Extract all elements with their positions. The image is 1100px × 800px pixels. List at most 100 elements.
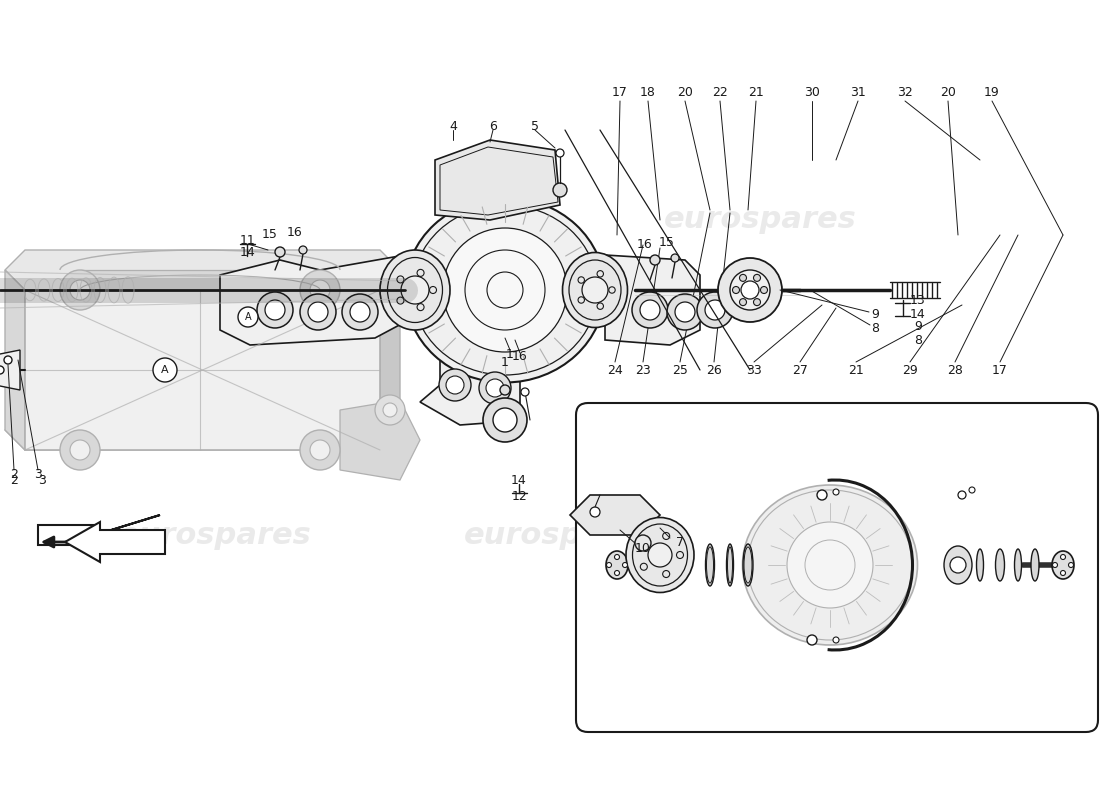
Circle shape	[238, 307, 258, 327]
Text: 14: 14	[512, 474, 527, 486]
Circle shape	[833, 489, 839, 495]
Circle shape	[635, 535, 651, 551]
Text: 1: 1	[506, 349, 514, 362]
Polygon shape	[605, 255, 700, 345]
Ellipse shape	[1014, 549, 1022, 581]
Circle shape	[615, 554, 619, 559]
Text: 8: 8	[914, 334, 922, 346]
Circle shape	[730, 270, 770, 310]
Text: eurospares: eurospares	[463, 521, 657, 550]
Circle shape	[671, 254, 679, 262]
Circle shape	[310, 280, 330, 300]
Text: 11: 11	[240, 234, 256, 246]
Text: eurospares: eurospares	[663, 206, 857, 234]
Circle shape	[439, 369, 471, 401]
Circle shape	[521, 388, 529, 396]
Polygon shape	[570, 495, 660, 535]
Circle shape	[350, 302, 370, 322]
Ellipse shape	[562, 253, 627, 327]
Circle shape	[402, 276, 429, 304]
Polygon shape	[379, 270, 400, 450]
Text: 20: 20	[940, 86, 956, 99]
Text: 4: 4	[449, 121, 456, 134]
Ellipse shape	[606, 551, 628, 579]
Polygon shape	[0, 350, 20, 390]
Text: 14: 14	[240, 246, 256, 259]
Circle shape	[70, 440, 90, 460]
Ellipse shape	[1052, 551, 1074, 579]
Polygon shape	[434, 140, 560, 220]
Ellipse shape	[705, 544, 715, 586]
Text: 5: 5	[531, 121, 539, 134]
Text: 9: 9	[871, 309, 879, 322]
Circle shape	[705, 300, 725, 320]
Circle shape	[300, 294, 336, 330]
Circle shape	[697, 292, 733, 328]
Text: 33: 33	[746, 363, 762, 377]
Text: 16: 16	[637, 238, 653, 251]
Circle shape	[615, 570, 619, 575]
Text: 15: 15	[659, 237, 675, 250]
Circle shape	[582, 277, 608, 303]
Ellipse shape	[977, 549, 983, 581]
Ellipse shape	[405, 198, 605, 382]
Circle shape	[556, 149, 564, 157]
Circle shape	[300, 270, 340, 310]
Polygon shape	[220, 255, 405, 345]
Text: 21: 21	[848, 363, 864, 377]
Text: 25: 25	[672, 363, 688, 377]
Text: A: A	[162, 365, 168, 375]
Circle shape	[0, 366, 4, 374]
Text: 9: 9	[914, 321, 922, 334]
Polygon shape	[6, 250, 400, 290]
Circle shape	[741, 281, 759, 299]
Circle shape	[1068, 562, 1074, 567]
Circle shape	[817, 490, 827, 500]
Circle shape	[648, 543, 672, 567]
Ellipse shape	[944, 546, 972, 584]
FancyBboxPatch shape	[576, 403, 1098, 732]
Circle shape	[60, 270, 100, 310]
Circle shape	[299, 246, 307, 254]
Circle shape	[950, 557, 966, 573]
Circle shape	[493, 408, 517, 432]
Ellipse shape	[726, 544, 734, 586]
Circle shape	[667, 294, 703, 330]
Circle shape	[443, 228, 566, 352]
Circle shape	[833, 637, 839, 643]
Ellipse shape	[996, 549, 1004, 581]
Polygon shape	[25, 290, 379, 450]
Circle shape	[760, 286, 768, 294]
Text: 22: 22	[712, 86, 728, 99]
Circle shape	[1060, 570, 1066, 575]
Circle shape	[623, 562, 627, 567]
Circle shape	[446, 376, 464, 394]
Text: 28: 28	[947, 363, 962, 377]
Circle shape	[486, 379, 504, 397]
Ellipse shape	[379, 250, 450, 330]
Circle shape	[640, 300, 660, 320]
Text: 23: 23	[635, 363, 651, 377]
Text: 16: 16	[513, 350, 528, 363]
Text: 3: 3	[39, 474, 46, 486]
Polygon shape	[6, 270, 25, 450]
Ellipse shape	[626, 518, 694, 593]
Ellipse shape	[742, 485, 917, 645]
Text: 1: 1	[502, 355, 509, 369]
Text: 12: 12	[513, 490, 528, 503]
Text: 15: 15	[262, 229, 278, 242]
Circle shape	[807, 635, 817, 645]
Text: 2: 2	[10, 469, 18, 482]
Text: 31: 31	[850, 86, 866, 99]
Circle shape	[786, 522, 873, 608]
Text: A: A	[244, 312, 251, 322]
Circle shape	[650, 255, 660, 265]
Text: 19: 19	[984, 86, 1000, 99]
Circle shape	[739, 274, 747, 282]
Circle shape	[375, 395, 405, 425]
Text: 20: 20	[678, 86, 693, 99]
Circle shape	[275, 247, 285, 257]
Circle shape	[733, 286, 739, 294]
Text: eurospares: eurospares	[119, 521, 311, 550]
Text: 7: 7	[676, 535, 684, 549]
